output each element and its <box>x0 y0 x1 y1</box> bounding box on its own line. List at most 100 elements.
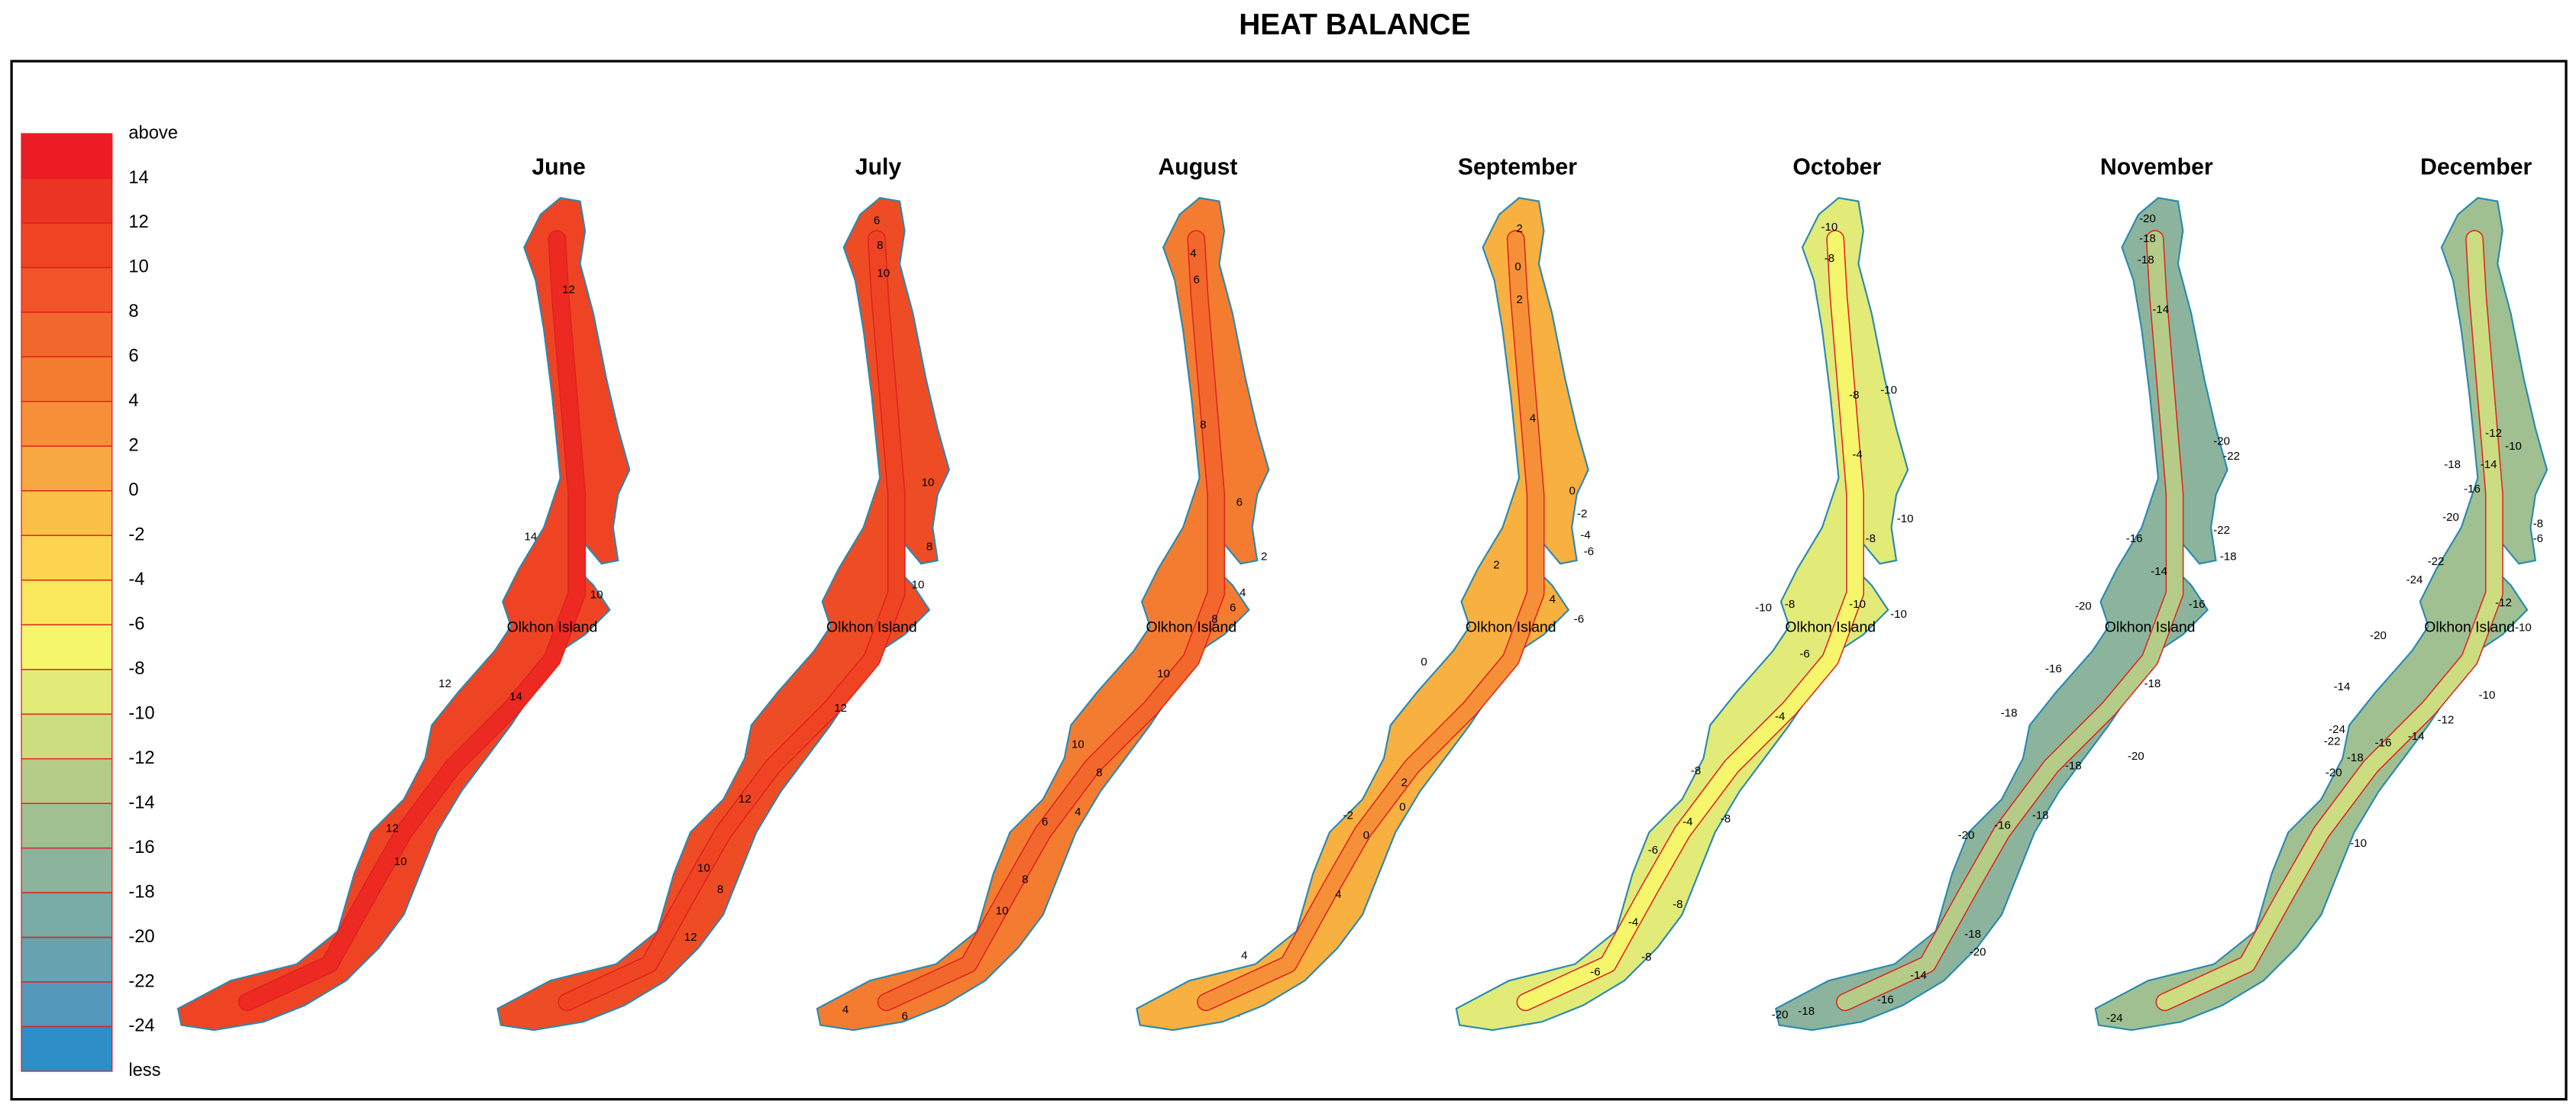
contour-label: -20 <box>2370 629 2387 642</box>
legend-swatch <box>21 669 113 715</box>
contour-label: 2 <box>1401 776 1407 789</box>
contour-label: -18 <box>2444 458 2461 471</box>
contour-label: 4 <box>1335 888 1341 901</box>
lake-panel: October Olkhon Island <box>1455 154 1909 1032</box>
contour-label: -20 <box>1772 1009 1789 1022</box>
contour-label: 2 <box>1517 222 1523 235</box>
legend-label: -24 <box>128 1016 154 1036</box>
contour-label: 2 <box>1517 293 1523 306</box>
contour-label: -18 <box>2347 751 2364 764</box>
contour-label: -16 <box>2126 532 2143 545</box>
contour-label: -20 <box>2128 750 2145 763</box>
legend-label: -18 <box>128 882 154 902</box>
contour-label: 4 <box>1241 949 1247 962</box>
contour-label: 10 <box>996 905 1009 918</box>
contour-label: -4 <box>1682 815 1692 828</box>
contour-label: -16 <box>1877 993 1894 1006</box>
frame <box>10 60 2568 1101</box>
contour-zone <box>1837 231 2183 1010</box>
legend-label: -6 <box>128 615 144 635</box>
figure-title: HEAT BALANCE <box>1239 8 1470 41</box>
contour-label: -20 <box>2213 435 2230 448</box>
legend-swatch <box>21 981 113 1028</box>
contour-zone <box>558 231 905 1010</box>
contour-label: 8 <box>1022 874 1028 887</box>
legend-label: 14 <box>128 168 148 188</box>
contour-label: 12 <box>684 931 697 944</box>
contour-label: 12 <box>562 283 575 296</box>
month-title: July <box>855 154 902 179</box>
contour-label: -10 <box>2350 837 2367 850</box>
legend-swatch <box>21 580 113 625</box>
month-title: November <box>2100 154 2213 179</box>
contour-label: 8 <box>1211 613 1217 626</box>
contour-label: -18 <box>2138 254 2154 266</box>
place-label: Olkhon Island <box>2424 619 2515 636</box>
contour-label: 14 <box>524 531 537 544</box>
contour-label: -6 <box>1648 844 1658 857</box>
lake <box>2094 197 2549 1032</box>
contour-label: -6 <box>1799 648 1809 660</box>
contour-label: -4 <box>1580 529 1590 542</box>
contour-label: -24 <box>2106 1012 2123 1025</box>
legend-swatch <box>21 1025 113 1072</box>
contour-label: -8 <box>1691 764 1701 777</box>
contour-label: -18 <box>2220 551 2237 564</box>
contour-label: 10 <box>590 588 603 601</box>
contour-label: 10 <box>912 578 925 591</box>
legend-swatch <box>21 177 113 224</box>
lake <box>816 197 1270 1032</box>
legend-label: 12 <box>128 212 148 232</box>
month-title: December <box>2420 154 2532 179</box>
contour-label: 10 <box>1157 667 1170 680</box>
contour-label: 10 <box>877 266 890 279</box>
contour-label: 6 <box>874 214 880 227</box>
legend-swatch <box>21 445 113 492</box>
place-label: Olkhon Island <box>826 619 917 636</box>
contour-label: -24 <box>2329 723 2345 736</box>
contour-label: -20 <box>2442 511 2459 524</box>
lake-panel: June Olkhon Island <box>176 154 631 1032</box>
contour-label: 10 <box>697 862 710 875</box>
contour-label: -8 <box>1866 532 1876 545</box>
legend-label: -2 <box>128 525 144 545</box>
contour-label: -8 <box>1721 812 1731 825</box>
contour-label: -8 <box>1849 389 1859 402</box>
contour-label: -10 <box>1880 384 1897 397</box>
contour-label: 8 <box>717 883 723 896</box>
place-label: Olkhon Island <box>1785 619 1876 636</box>
contour-label: -8 <box>1673 898 1682 911</box>
lake <box>1775 197 2229 1032</box>
lake-panel: July Olkhon Island <box>496 154 950 1032</box>
contour-label: 14 <box>509 690 522 703</box>
legend-label: 2 <box>128 436 138 456</box>
contour-label: -4 <box>1775 710 1785 723</box>
contour-label: -18 <box>2032 809 2049 822</box>
contour-label: 12 <box>834 702 847 715</box>
contour-label: -14 <box>2152 303 2169 316</box>
contour-label: 2 <box>1493 558 1499 571</box>
contour-label: 12 <box>386 822 399 835</box>
contour-label: 8 <box>1200 418 1206 431</box>
place-label: Olkhon Island <box>1146 619 1236 636</box>
contour-label: 6 <box>1230 602 1236 615</box>
contour-label: -20 <box>2139 212 2156 225</box>
contour-label: 8 <box>1096 766 1102 779</box>
legend-label: above <box>128 123 178 143</box>
contour-label: -22 <box>2324 735 2341 748</box>
month-title: August <box>1158 154 1237 179</box>
month-title: September <box>1458 154 1577 179</box>
legend-swatch <box>21 713 113 760</box>
legend-label: 6 <box>128 347 138 367</box>
contour-label: -6 <box>1584 545 1594 558</box>
contour-label: 10 <box>394 855 407 868</box>
legend-label: -10 <box>128 703 154 723</box>
legend-label: -14 <box>128 793 154 812</box>
legend-swatch <box>21 401 113 447</box>
contour-label: -8 <box>1785 598 1795 611</box>
contour-label: 0 <box>1363 828 1369 841</box>
contour-label: -18 <box>1964 928 1981 941</box>
contour-label: 0 <box>1514 260 1521 273</box>
contour-label: 2 <box>1261 551 1267 564</box>
contour-label: -18 <box>2144 677 2161 690</box>
